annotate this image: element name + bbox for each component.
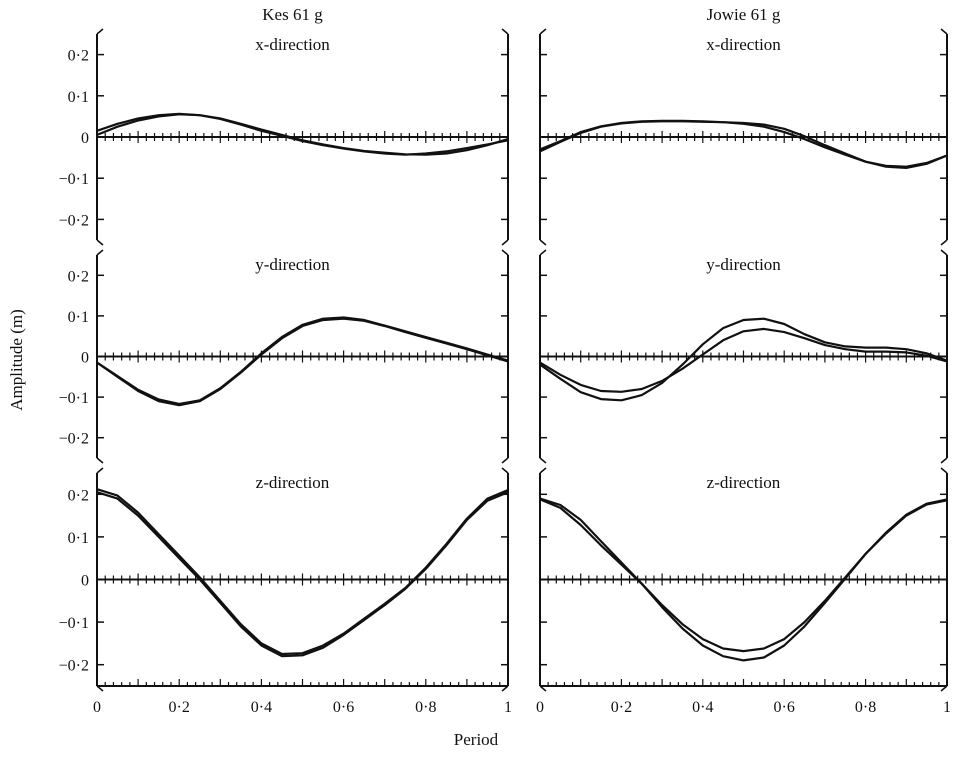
- x-tick-label: 0·4: [692, 699, 713, 716]
- axis-bracket: [940, 467, 948, 474]
- axis-bracket: [96, 28, 104, 35]
- x-tick-label: 0·6: [774, 699, 795, 716]
- axis-bracket: [96, 467, 104, 474]
- series-line-1: [539, 327, 948, 393]
- series-line-2: [96, 112, 509, 156]
- axis-bracket: [501, 467, 509, 474]
- series-line-2: [539, 498, 948, 653]
- y-tick-label: −0·2: [59, 212, 89, 229]
- series-line-2: [96, 488, 509, 656]
- x-tick-label: 0·2: [169, 699, 190, 716]
- axis-bracket: [96, 457, 104, 464]
- y-tick-label: −0·2: [59, 431, 89, 448]
- panel-title: Jowie 61 g: [707, 5, 781, 24]
- x-tick-label: 0: [536, 699, 544, 716]
- y-tick-label: 0: [81, 130, 89, 147]
- axis-bracket: [501, 249, 509, 256]
- direction-label: y-direction: [706, 255, 781, 274]
- axis-bracket: [96, 249, 104, 256]
- y-tick-label: −0·1: [59, 171, 89, 188]
- axis-bracket: [940, 457, 948, 464]
- panel-z-direction-kes: [96, 467, 509, 692]
- y-tick-label: 0: [81, 350, 89, 367]
- y-tick-label: −0·2: [59, 658, 89, 675]
- x-tick-label: 1: [943, 699, 951, 716]
- y-tick-label: 0: [81, 573, 89, 590]
- series-line-2: [539, 119, 948, 168]
- panel-y-direction-jowie: [539, 249, 948, 464]
- panel-x-direction-kes: [96, 28, 509, 246]
- axis-bracket: [940, 28, 948, 35]
- axis-bracket: [539, 249, 547, 256]
- panel-z-direction-jowie: [539, 467, 948, 692]
- y-tick-label: −0·1: [59, 390, 89, 407]
- axis-bracket: [539, 457, 547, 464]
- y-tick-label: −0·1: [59, 615, 89, 632]
- y-tick-label: 0·1: [68, 89, 89, 106]
- axis-bracket: [539, 467, 547, 474]
- y-tick-label: 0·1: [68, 530, 89, 547]
- x-tick-label: 0·4: [251, 699, 272, 716]
- direction-label: z-direction: [256, 473, 330, 492]
- direction-label: y-direction: [255, 255, 330, 274]
- x-tick-label: 0·8: [415, 699, 436, 716]
- panel-y-direction-kes: [96, 249, 509, 464]
- panel-x-direction-jowie: [539, 28, 948, 246]
- x-tick-label: 0·2: [611, 699, 632, 716]
- y-axis-label: Amplitude (m): [7, 309, 26, 411]
- direction-label: z-direction: [707, 473, 781, 492]
- axis-bracket: [539, 239, 547, 246]
- axis-bracket: [539, 28, 547, 35]
- y-tick-label: 0·2: [68, 487, 89, 504]
- axis-bracket: [501, 239, 509, 246]
- axis-bracket: [940, 249, 948, 256]
- axis-bracket: [940, 239, 948, 246]
- series-line-2: [96, 316, 509, 406]
- panel-title: Kes 61 g: [262, 5, 323, 24]
- direction-label: x-direction: [255, 35, 330, 54]
- x-axis-label: Period: [454, 730, 499, 749]
- series-line-2: [539, 317, 948, 402]
- x-tick-label: 0·6: [333, 699, 354, 716]
- x-tick-label: 0·8: [855, 699, 876, 716]
- y-tick-label: 0·2: [68, 48, 89, 65]
- y-tick-label: 0·2: [68, 268, 89, 285]
- x-tick-label: 1: [504, 699, 512, 716]
- direction-label: x-direction: [706, 35, 781, 54]
- series-line-1: [539, 120, 948, 169]
- x-tick-label: 0: [93, 699, 101, 716]
- axis-bracket: [96, 239, 104, 246]
- axis-bracket: [501, 457, 509, 464]
- axis-bracket: [501, 28, 509, 35]
- y-tick-label: 0·1: [68, 309, 89, 326]
